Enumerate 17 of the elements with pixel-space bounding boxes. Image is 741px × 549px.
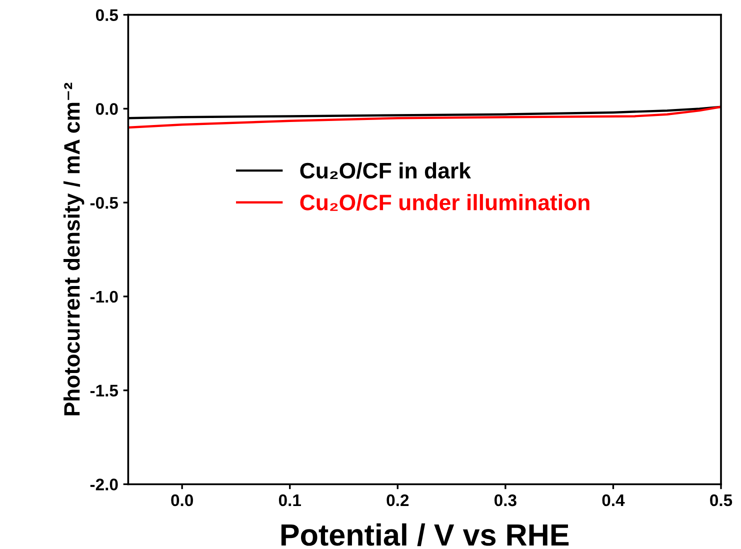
y-tick-label: -2.0 bbox=[90, 478, 118, 490]
x-tick-label: 0.3 bbox=[494, 494, 516, 506]
x-tick-label: 0.1 bbox=[278, 494, 301, 506]
x-tick-label: 0.4 bbox=[602, 494, 625, 506]
y-tick-label: -1.0 bbox=[90, 290, 118, 303]
x-axis-title: Potential / V vs RHE bbox=[281, 523, 569, 546]
legend-label: Cu₂O/CF in dark bbox=[300, 162, 471, 180]
legend-label: Cu₂O/CF under illumination bbox=[300, 194, 590, 211]
y-tick-label: 0.0 bbox=[96, 103, 118, 115]
x-tick-label: 0.2 bbox=[386, 494, 409, 506]
x-tick-label: 0.5 bbox=[710, 494, 732, 506]
x-tick-label: 0.0 bbox=[171, 494, 193, 506]
y-axis-title: Photocurrent density / mA cm⁻² bbox=[63, 82, 84, 416]
y-tick-label: 0.5 bbox=[96, 9, 118, 22]
y-tick-label: -1.5 bbox=[90, 384, 118, 397]
y-tick-label: -0.5 bbox=[90, 196, 118, 209]
line-series bbox=[128, 106, 721, 129]
